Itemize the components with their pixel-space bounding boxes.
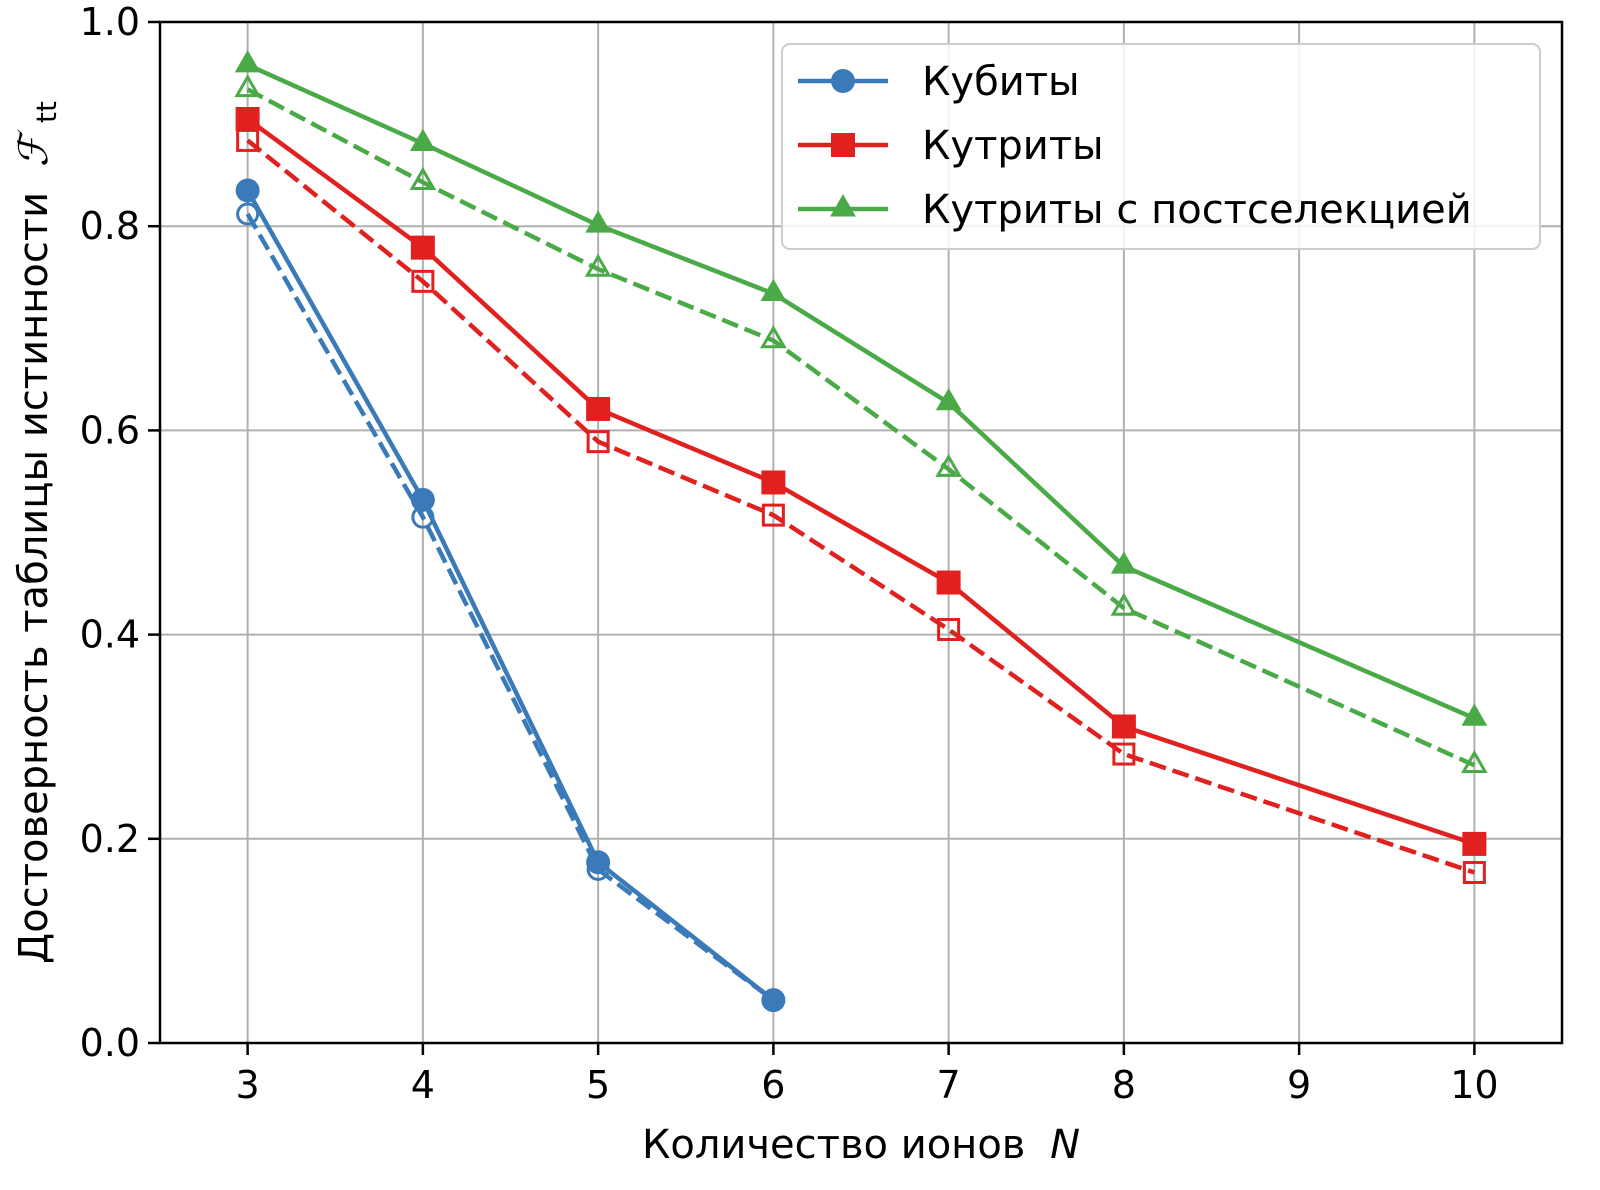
x-tick-label: 5 [586,1063,610,1107]
legend-label: Кубиты [922,59,1080,105]
x-tick-label: 10 [1450,1063,1498,1107]
data-point [760,278,787,302]
x-tick-label: 4 [411,1063,435,1107]
y-axis-label-subscript: tt [30,101,63,123]
data-point [586,850,611,875]
data-point [1462,860,1486,884]
x-tick-label: 3 [236,1063,260,1107]
x-axis-label-text: Количество ионов [642,1122,1025,1168]
data-point [586,396,611,421]
x-axis-label: Количество ионов N [642,1122,1080,1168]
data-point [411,269,435,293]
data-point [586,430,610,454]
series-5 [234,73,1488,773]
series-line [245,189,775,1002]
data-point [1110,592,1138,616]
y-tick-label: 0.8 [80,204,140,248]
series-layer [234,50,1488,1013]
data-point [235,106,260,131]
x-tick-label: 6 [761,1063,785,1107]
data-point [1111,714,1136,739]
data-point [761,988,786,1013]
legend-item: Кубиты [798,59,1080,105]
legend-marker [831,133,855,157]
legend-item: Кутриты с постселекцией [798,187,1472,233]
x-tick-label: 7 [937,1063,961,1107]
data-point [236,202,260,226]
y-tick-label: 0.2 [80,817,140,861]
y-tick-label: 0.4 [80,613,140,657]
data-point [761,503,785,527]
data-point [761,470,786,495]
series-4 [234,50,1488,726]
series-line [246,138,1476,875]
data-point [409,166,437,190]
legend: Кубиты Кутриты Кутриты с постселекцией [781,43,1541,250]
series-1 [236,202,785,1012]
data-point [234,73,261,98]
series-line [246,87,1476,768]
data-point [409,128,436,151]
x-tick-label: 9 [1287,1063,1311,1107]
series-2 [235,106,1487,856]
data-point [1461,703,1488,726]
data-point [235,178,260,203]
data-point [585,210,612,233]
legend-box [781,43,1541,250]
y-axis-label-symbol: ℱ [11,129,57,167]
legend-item: Кутриты [798,123,1104,169]
data-point [935,453,962,477]
legend-label: Кутриты [922,123,1104,169]
y-axis-label-text: Достоверность таблицы истинности [11,192,57,964]
legend-marker [830,194,856,217]
data-point [936,570,961,595]
series-line [245,212,775,1002]
data-point [410,487,435,512]
y-tick-label: 0.0 [80,1021,140,1065]
data-point [935,387,962,411]
x-tick-label: 8 [1112,1063,1136,1107]
data-point [1462,831,1487,856]
x-axis-label-variable: N [1050,1122,1080,1168]
data-point [1110,551,1137,574]
data-point [760,325,787,349]
data-point [1461,749,1488,773]
plot-area-frame [158,20,1564,1045]
y-tick-label: 1.0 [80,0,140,44]
legend-label: Кутриты с постселекцией [922,187,1472,233]
data-point [410,235,435,260]
data-point [584,253,612,277]
legend-marker [831,69,855,93]
data-point [1112,742,1136,766]
y-axis-label: Достоверность таблицы истинности ℱ tt [11,101,63,964]
series-0 [235,178,786,1013]
data-point [937,617,961,641]
ticks: 3 4 5 6 7 8 9 10 0.0 0.2 0.4 0.6 0.8 1.0 [80,0,1499,1107]
y-tick-label: 0.6 [80,408,140,452]
data-point [234,50,261,73]
